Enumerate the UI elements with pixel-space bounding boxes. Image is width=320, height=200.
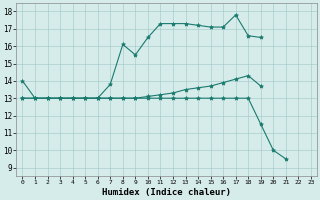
X-axis label: Humidex (Indice chaleur): Humidex (Indice chaleur) <box>102 188 231 197</box>
